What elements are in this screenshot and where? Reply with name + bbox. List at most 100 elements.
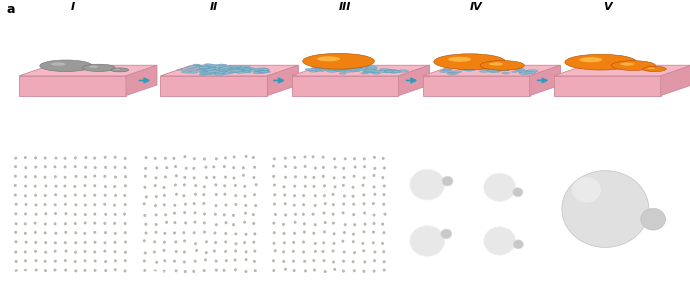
Circle shape [234, 250, 237, 253]
Circle shape [14, 240, 17, 243]
Circle shape [519, 71, 529, 73]
Circle shape [282, 250, 285, 253]
Circle shape [124, 184, 127, 187]
Circle shape [54, 175, 57, 178]
Circle shape [172, 157, 175, 160]
Circle shape [362, 270, 366, 273]
Circle shape [370, 71, 377, 72]
Circle shape [237, 71, 244, 72]
Circle shape [153, 240, 156, 243]
Circle shape [199, 66, 208, 69]
Circle shape [34, 157, 37, 159]
Circle shape [34, 241, 37, 244]
Circle shape [54, 212, 57, 215]
Circle shape [304, 185, 307, 188]
Circle shape [166, 166, 168, 169]
Circle shape [362, 230, 366, 234]
Circle shape [332, 221, 335, 225]
Circle shape [440, 70, 451, 73]
Circle shape [313, 176, 315, 179]
Circle shape [273, 203, 276, 206]
Circle shape [203, 68, 214, 71]
Circle shape [211, 68, 219, 70]
Circle shape [24, 185, 27, 188]
Polygon shape [661, 65, 690, 96]
Circle shape [155, 213, 157, 216]
Circle shape [323, 194, 326, 197]
Circle shape [253, 222, 255, 225]
Circle shape [104, 203, 106, 206]
Circle shape [353, 223, 356, 226]
Circle shape [354, 166, 357, 169]
Circle shape [24, 212, 27, 216]
Circle shape [94, 241, 97, 244]
Circle shape [83, 184, 86, 187]
Circle shape [372, 72, 381, 74]
Circle shape [343, 250, 346, 253]
Circle shape [54, 241, 57, 244]
Circle shape [292, 250, 295, 253]
Circle shape [309, 70, 318, 72]
Circle shape [373, 259, 376, 262]
Circle shape [113, 250, 117, 253]
Circle shape [312, 213, 315, 216]
Circle shape [219, 72, 228, 74]
Circle shape [215, 157, 218, 160]
Circle shape [304, 165, 306, 168]
Circle shape [369, 70, 381, 73]
Text: I: I [70, 1, 75, 12]
Circle shape [243, 69, 251, 70]
Circle shape [373, 156, 376, 159]
Circle shape [184, 176, 186, 179]
Circle shape [253, 176, 255, 179]
Circle shape [293, 269, 295, 272]
Circle shape [365, 69, 375, 72]
Circle shape [34, 166, 37, 169]
Circle shape [255, 70, 266, 72]
Circle shape [364, 71, 371, 72]
Circle shape [244, 69, 253, 71]
Circle shape [154, 204, 157, 207]
Circle shape [363, 211, 366, 214]
Circle shape [326, 69, 338, 72]
Circle shape [193, 167, 195, 170]
Circle shape [154, 184, 157, 187]
Circle shape [302, 203, 305, 206]
Circle shape [153, 250, 156, 253]
Circle shape [239, 71, 250, 73]
Circle shape [473, 65, 480, 67]
Circle shape [184, 221, 187, 225]
Circle shape [373, 269, 375, 273]
Circle shape [193, 64, 200, 66]
Circle shape [175, 241, 177, 243]
Circle shape [14, 165, 17, 168]
Circle shape [511, 71, 518, 72]
Circle shape [257, 71, 263, 72]
Circle shape [198, 69, 204, 70]
Circle shape [373, 167, 376, 170]
Circle shape [104, 213, 107, 216]
Circle shape [334, 166, 337, 169]
Circle shape [43, 203, 46, 206]
Circle shape [464, 69, 473, 71]
Circle shape [182, 231, 186, 234]
Circle shape [228, 65, 237, 67]
Circle shape [273, 269, 275, 272]
Circle shape [363, 71, 374, 73]
Circle shape [244, 212, 247, 215]
Circle shape [383, 184, 386, 187]
Circle shape [255, 183, 257, 186]
Circle shape [338, 70, 346, 72]
Circle shape [448, 73, 455, 74]
Circle shape [231, 67, 239, 69]
Circle shape [319, 69, 328, 71]
Circle shape [55, 185, 57, 188]
Circle shape [502, 72, 510, 74]
Circle shape [202, 68, 213, 70]
Circle shape [14, 194, 17, 197]
Circle shape [154, 269, 157, 273]
Circle shape [188, 71, 198, 73]
Circle shape [84, 213, 87, 216]
Circle shape [333, 185, 337, 189]
Circle shape [224, 240, 227, 243]
